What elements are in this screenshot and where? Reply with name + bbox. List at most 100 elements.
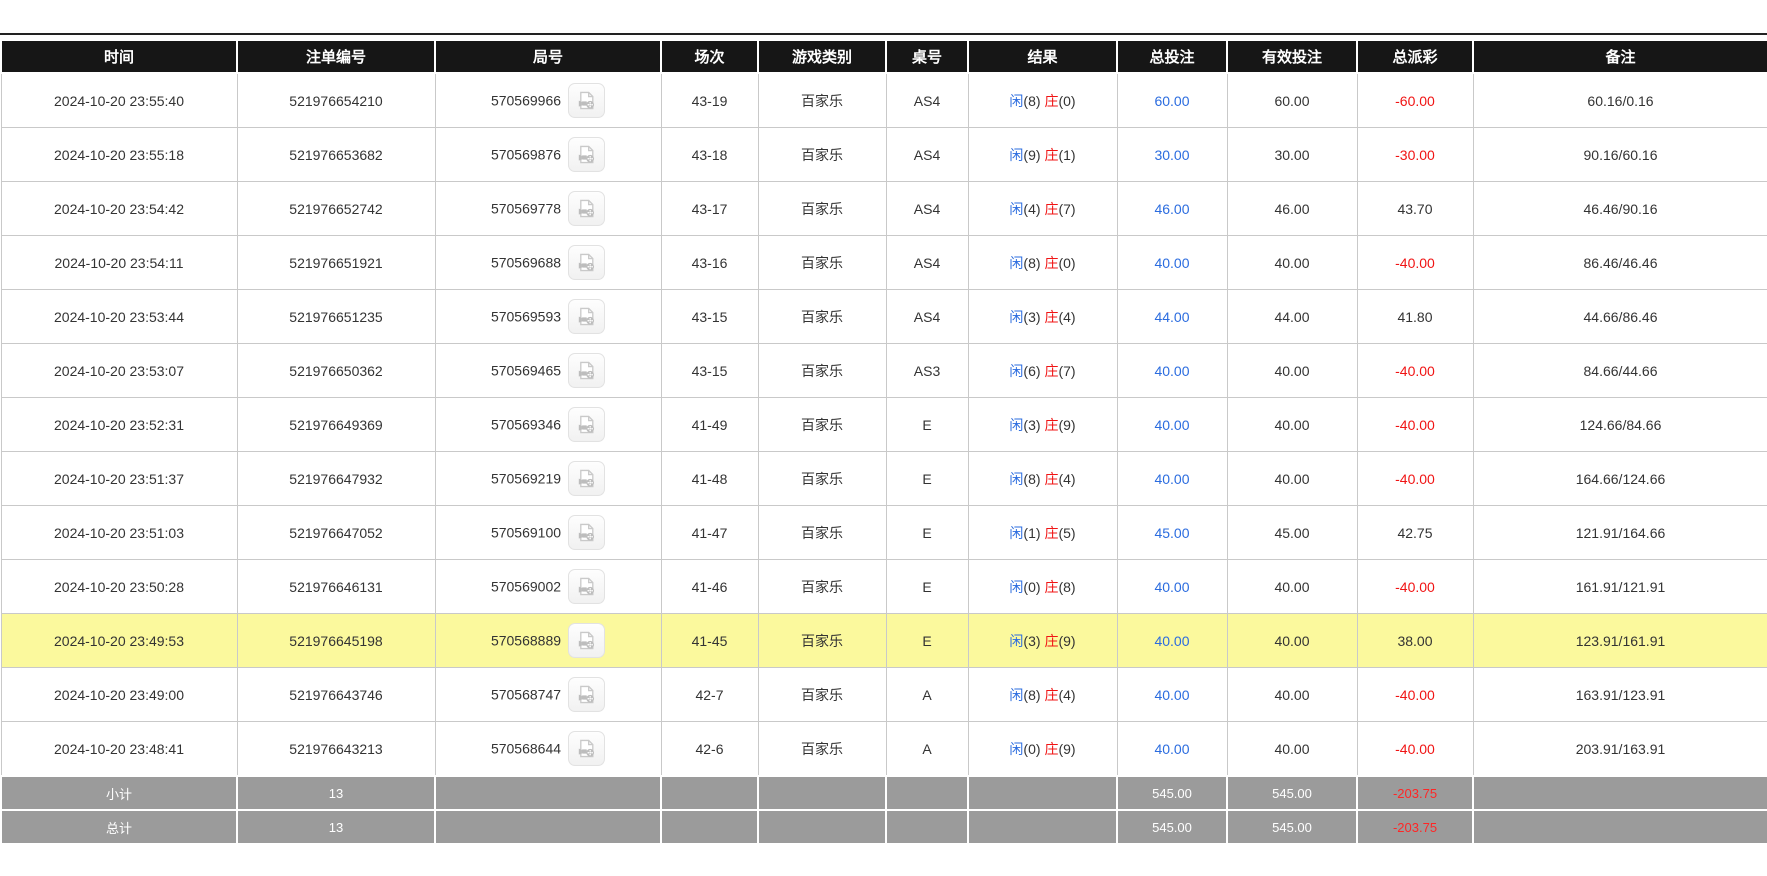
total-bet-value[interactable]: 40.00	[1154, 686, 1190, 703]
round-id-value: 570568747	[490, 686, 562, 703]
result-banker-score: (9)	[1058, 740, 1076, 757]
cell-payout: 38.00	[1356, 613, 1474, 668]
table-row[interactable]: 2024-10-20 23:51:03 521976647052 570569100…	[0, 505, 1767, 560]
video-replay-button[interactable]	[568, 191, 606, 226]
cell-remark: 90.16/60.16	[1472, 127, 1767, 182]
total-bet-value[interactable]: 40.00	[1154, 254, 1190, 271]
cell-table-no: AS3	[885, 343, 969, 398]
table-header: 时间 注单编号 局号 场次 游戏类别 桌号 结果 总投注 有效投注 总派彩 备注	[0, 39, 1767, 74]
round-id-value: 570569002	[490, 578, 562, 595]
cell-session: 43-19	[660, 72, 759, 128]
cell-time: 2024-10-20 23:55:18	[0, 127, 238, 182]
table-row[interactable]: 2024-10-20 23:49:53 521976645198 570568889…	[0, 613, 1767, 668]
table-row[interactable]: 2024-10-20 23:55:18 521976653682 570569876…	[0, 127, 1767, 182]
summary-empty-cell	[434, 775, 662, 811]
cell-bet-id: 521976643213	[236, 721, 436, 777]
cell-payout: -40.00	[1356, 667, 1474, 722]
cell-bet-id: 521976647052	[236, 505, 436, 560]
cell-payout: -40.00	[1356, 721, 1474, 777]
video-replay-button[interactable]	[568, 137, 606, 172]
table-row[interactable]: 2024-10-20 23:55:40 521976654210 570569966…	[0, 72, 1767, 128]
total-bet-value[interactable]: 40.00	[1154, 632, 1190, 649]
total-bet-value[interactable]: 40.00	[1154, 362, 1190, 379]
video-replay-button[interactable]	[568, 245, 606, 280]
result-banker-label: 庄	[1044, 146, 1059, 163]
total-bet-value[interactable]: 60.00	[1154, 92, 1190, 109]
cell-total-bet: 40.00	[1116, 613, 1228, 668]
result-banker-label: 庄	[1044, 254, 1059, 271]
cell-total-bet: 60.00	[1116, 72, 1228, 128]
cell-time: 2024-10-20 23:52:31	[0, 397, 238, 452]
column-header-time: 时间	[0, 39, 238, 74]
cell-time: 2024-10-20 23:48:41	[0, 721, 238, 777]
cell-payout: -40.00	[1356, 343, 1474, 398]
total-bet-value[interactable]: 40.00	[1154, 578, 1190, 595]
cell-payout: -60.00	[1356, 72, 1474, 128]
cell-round-id: 570569876	[434, 127, 662, 182]
video-replay-icon	[578, 523, 595, 542]
total-bet-value[interactable]: 30.00	[1154, 146, 1190, 163]
cell-payout: -40.00	[1356, 235, 1474, 290]
video-replay-button[interactable]	[568, 677, 606, 712]
result-banker-label: 庄	[1044, 740, 1059, 757]
table-row[interactable]: 2024-10-20 23:48:41 521976643213 570568644…	[0, 721, 1767, 777]
total-bet-value[interactable]: 40.00	[1154, 740, 1190, 757]
result-player-score: (6)	[1023, 362, 1041, 379]
summary-empty-cell	[757, 775, 887, 811]
column-header-payout: 总派彩	[1356, 39, 1474, 74]
result-player-label: 闲	[1009, 308, 1024, 325]
video-replay-button[interactable]	[568, 731, 606, 766]
table-row[interactable]: 2024-10-20 23:51:37 521976647932 570569219…	[0, 451, 1767, 506]
cell-total-bet: 46.00	[1116, 181, 1228, 236]
cell-result: 闲(0) 庄(8)	[967, 559, 1118, 614]
total-bet-value[interactable]: 40.00	[1154, 416, 1190, 433]
cell-payout: -40.00	[1356, 397, 1474, 452]
cell-session: 43-15	[660, 343, 759, 398]
top-divider	[0, 33, 1767, 35]
total-bet-value[interactable]: 46.00	[1154, 200, 1190, 217]
cell-game-type: 百家乐	[757, 72, 887, 128]
table-row[interactable]: 2024-10-20 23:54:42 521976652742 570569778…	[0, 181, 1767, 236]
video-replay-button[interactable]	[568, 515, 606, 550]
cell-result: 闲(9) 庄(1)	[967, 127, 1118, 182]
total-bet-value[interactable]: 40.00	[1154, 470, 1190, 487]
video-replay-button[interactable]	[568, 569, 606, 604]
video-replay-button[interactable]	[568, 83, 606, 118]
cell-remark: 121.91/164.66	[1472, 505, 1767, 560]
video-replay-button[interactable]	[568, 353, 606, 388]
summary-valid-bet: 545.00	[1226, 775, 1358, 811]
table-row[interactable]: 2024-10-20 23:52:31 521976649369 570569346…	[0, 397, 1767, 452]
video-replay-button[interactable]	[568, 299, 606, 334]
cell-result: 闲(3) 庄(9)	[967, 397, 1118, 452]
video-replay-icon	[578, 145, 595, 164]
cell-session: 42-6	[660, 721, 759, 777]
table-row[interactable]: 2024-10-20 23:53:44 521976651235 570569593…	[0, 289, 1767, 344]
cell-remark: 124.66/84.66	[1472, 397, 1767, 452]
cell-bet-id: 521976643746	[236, 667, 436, 722]
result-banker-score: (5)	[1058, 524, 1076, 541]
table-row[interactable]: 2024-10-20 23:50:28 521976646131 570569002…	[0, 559, 1767, 614]
table-row[interactable]: 2024-10-20 23:53:07 521976650362 570569465…	[0, 343, 1767, 398]
round-id-value: 570569100	[490, 524, 562, 541]
cell-session: 43-18	[660, 127, 759, 182]
video-replay-button[interactable]	[568, 623, 606, 658]
cell-time: 2024-10-20 23:50:28	[0, 559, 238, 614]
column-header-result: 结果	[967, 39, 1118, 74]
summary-empty-cell	[1472, 809, 1767, 845]
result-player-score: (3)	[1023, 416, 1041, 433]
summary-valid-bet: 545.00	[1226, 809, 1358, 845]
result-player-label: 闲	[1009, 92, 1024, 109]
total-bet-value[interactable]: 44.00	[1154, 308, 1190, 325]
cell-total-bet: 40.00	[1116, 343, 1228, 398]
total-bet-value[interactable]: 45.00	[1154, 524, 1190, 541]
cell-time: 2024-10-20 23:55:40	[0, 72, 238, 128]
result-banker-score: (1)	[1058, 146, 1076, 163]
table-row[interactable]: 2024-10-20 23:49:00 521976643746 570568747…	[0, 667, 1767, 722]
video-replay-icon	[578, 685, 595, 704]
video-replay-button[interactable]	[568, 407, 606, 442]
video-replay-icon	[578, 253, 595, 272]
cell-remark: 84.66/44.66	[1472, 343, 1767, 398]
video-replay-button[interactable]	[568, 461, 606, 496]
table-row[interactable]: 2024-10-20 23:54:11 521976651921 570569688…	[0, 235, 1767, 290]
cell-bet-id: 521976653682	[236, 127, 436, 182]
